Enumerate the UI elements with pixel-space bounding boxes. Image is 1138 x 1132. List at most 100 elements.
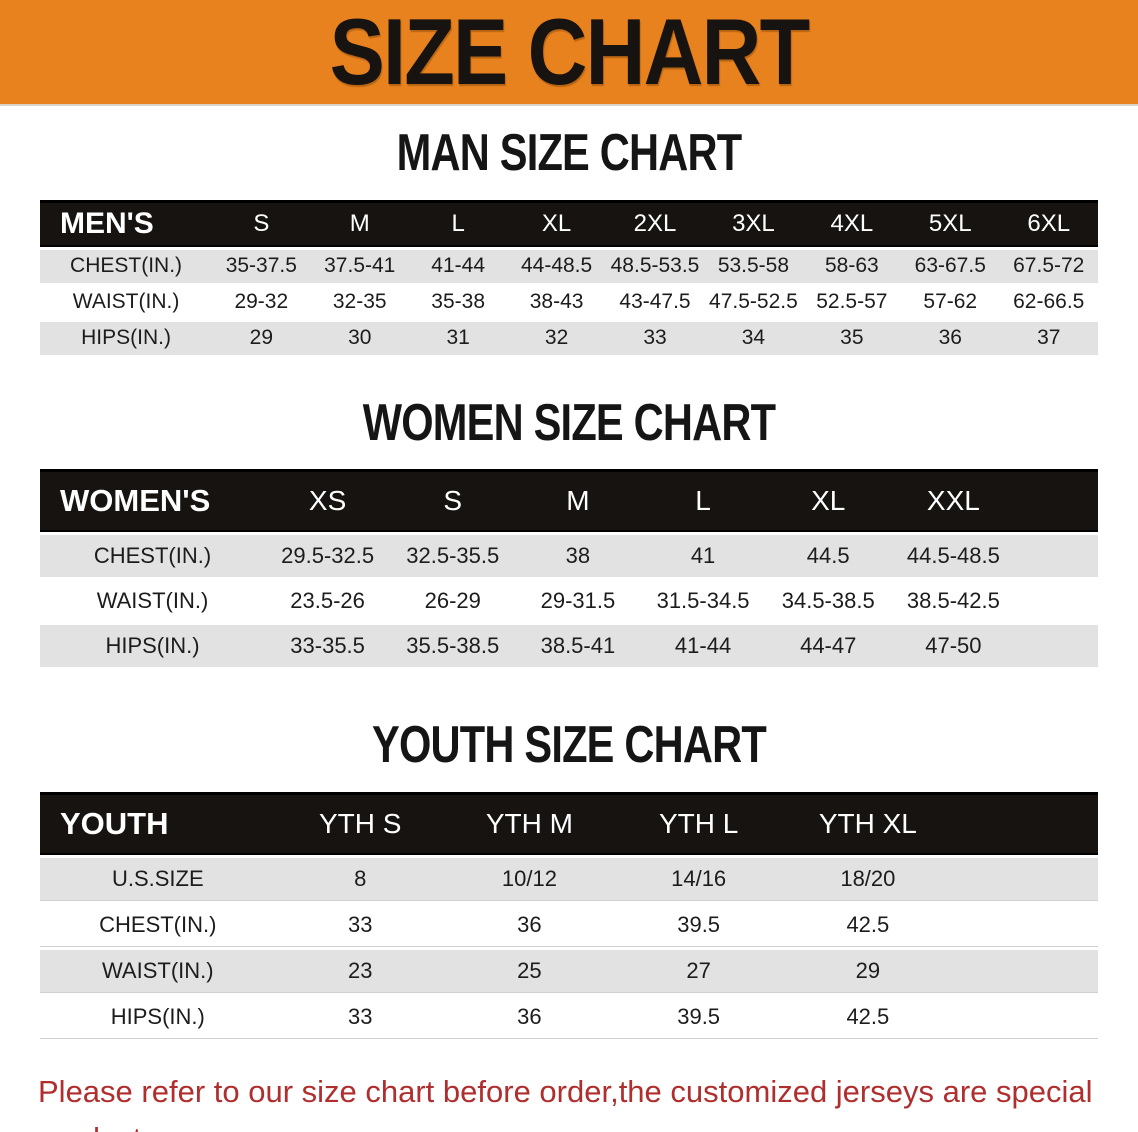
size-value-cell: 44-48.5 — [507, 249, 606, 283]
size-value-cell: 44-47 — [765, 625, 891, 668]
table-row: CHEST(IN.) 33 36 39.5 42.5 — [40, 903, 1098, 947]
size-value-cell: 30 — [310, 321, 409, 355]
size-value-cell: 41 — [640, 535, 766, 578]
table-row: WAIST(IN.) 29-32 32-35 35-38 38-43 43-47.5 47.… — [40, 285, 1098, 319]
size-value-cell: 36 — [444, 903, 615, 947]
header-row: YOUTH YTH S YTH M YTH L YTH XL — [40, 791, 1098, 855]
banner-title: SIZE CHART — [329, 0, 810, 104]
women-section-heading: WOMEN SIZE CHART — [362, 393, 776, 452]
banner: SIZE CHART — [0, 0, 1138, 106]
filler-cell — [1015, 535, 1098, 578]
size-value-cell: 43-47.5 — [605, 285, 705, 319]
size-value-cell: 38.5-41 — [515, 625, 641, 668]
size-value-cell: 63-67.5 — [901, 249, 1000, 283]
size-value-cell: 32.5-35.5 — [390, 535, 516, 578]
size-column-header: 3XL — [704, 199, 803, 247]
size-value-cell: 41-44 — [640, 625, 766, 668]
size-value-cell: 36 — [901, 321, 1000, 355]
size-value-cell: 29 — [783, 949, 953, 993]
size-value-cell: 25 — [444, 949, 615, 993]
row-label: CHEST(IN.) — [40, 535, 266, 578]
filler-cell — [952, 857, 1098, 901]
size-value-cell: 18/20 — [783, 857, 953, 901]
men-section-heading: MAN SIZE CHART — [396, 124, 742, 182]
size-column-header: 5XL — [901, 199, 1000, 247]
row-label: WAIST(IN.) — [40, 580, 266, 623]
size-value-cell: 38.5-42.5 — [890, 580, 1016, 623]
size-value-cell: 42.5 — [783, 903, 953, 947]
size-value-cell: 39.5 — [614, 995, 784, 1039]
size-value-cell: 26-29 — [390, 580, 516, 623]
size-column-header: 2XL — [605, 199, 705, 247]
size-value-cell: 33 — [275, 903, 445, 947]
table-row: HIPS(IN.) 29 30 31 32 33 34 35 36 37 — [40, 321, 1098, 355]
youth-section-heading: YOUTH SIZE CHART — [372, 716, 767, 775]
row-label: U.S.SIZE — [40, 857, 276, 901]
size-column-header: 4XL — [802, 199, 902, 247]
filler-cell — [952, 791, 1098, 855]
size-column-header: XL — [507, 199, 606, 247]
size-value-cell: 34 — [704, 321, 803, 355]
size-column-header: YTH XL — [783, 791, 953, 855]
size-value-cell: 33 — [605, 321, 705, 355]
filler-cell — [1015, 469, 1098, 533]
size-column-header: YTH M — [444, 791, 615, 855]
corner-label: WOMEN'S — [40, 469, 266, 533]
size-value-cell: 29.5-32.5 — [265, 535, 391, 578]
women-size-table: WOMEN'S XS S M L XL XXL CHEST(IN.) 29.5-32.5 32.5… — [40, 466, 1098, 670]
size-value-cell: 8 — [275, 857, 445, 901]
size-column-header: M — [515, 469, 641, 533]
row-label: WAIST(IN.) — [40, 949, 276, 993]
corner-label: YOUTH — [40, 791, 276, 855]
row-label: WAIST(IN.) — [40, 285, 213, 319]
filler-cell — [952, 903, 1098, 947]
size-value-cell: 38 — [515, 535, 641, 578]
size-value-cell: 44.5-48.5 — [890, 535, 1016, 578]
size-value-cell: 35-37.5 — [212, 249, 311, 283]
filler-cell — [952, 995, 1098, 1039]
youth-section: YOUTH SIZE CHART YOUTH YTH S YTH M YTH L YTH… — [0, 718, 1138, 1042]
size-value-cell: 48.5-53.5 — [605, 249, 705, 283]
size-value-cell: 27 — [614, 949, 784, 993]
header-row: WOMEN'S XS S M L XL XXL — [40, 469, 1098, 533]
size-value-cell: 35.5-38.5 — [390, 625, 516, 668]
size-value-cell: 29-32 — [212, 285, 311, 319]
size-column-header: L — [640, 469, 766, 533]
table-row: CHEST(IN.) 35-37.5 37.5-41 41-44 44-48.5 48.5… — [40, 249, 1098, 283]
table-row: WAIST(IN.) 23.5-26 26-29 29-31.5 31.5-34.5 34… — [40, 580, 1098, 623]
size-value-cell: 39.5 — [614, 903, 784, 947]
table-row: CHEST(IN.) 29.5-32.5 32.5-35.5 38 41 44.5 44.5… — [40, 535, 1098, 578]
size-value-cell: 23.5-26 — [265, 580, 391, 623]
men-size-table: MEN'S S M L XL 2XL 3XL 4XL 5XL 6XL CHEST(IN.) 35-37… — [40, 197, 1098, 358]
row-label: HIPS(IN.) — [40, 321, 213, 355]
size-value-cell: 35-38 — [408, 285, 508, 319]
size-value-cell: 10/12 — [444, 857, 615, 901]
size-value-cell: 44.5 — [765, 535, 891, 578]
size-value-cell: 29 — [212, 321, 311, 355]
size-value-cell: 36 — [444, 995, 615, 1039]
size-column-header: YTH S — [275, 791, 445, 855]
size-value-cell: 47.5-52.5 — [704, 285, 803, 319]
table-row: U.S.SIZE 8 10/12 14/16 18/20 — [40, 857, 1098, 901]
size-value-cell: 33 — [275, 995, 445, 1039]
size-value-cell: 42.5 — [783, 995, 953, 1039]
size-value-cell: 31 — [408, 321, 508, 355]
size-value-cell: 57-62 — [901, 285, 1000, 319]
size-value-cell: 35 — [802, 321, 902, 355]
size-value-cell: 52.5-57 — [802, 285, 902, 319]
size-column-header: XXL — [890, 469, 1016, 533]
men-section: MAN SIZE CHART MEN'S S M L XL 2XL 3XL 4XL 5XL 6XL… — [0, 126, 1138, 358]
size-column-header: L — [408, 199, 508, 247]
size-value-cell: 67.5-72 — [999, 249, 1098, 283]
size-value-cell: 37 — [999, 321, 1098, 355]
size-column-header: S — [390, 469, 516, 533]
header-row: MEN'S S M L XL 2XL 3XL 4XL 5XL 6XL — [40, 199, 1098, 247]
disclaimer-note: Please refer to our size chart before or… — [38, 1068, 1100, 1132]
table-row: WAIST(IN.) 23 25 27 29 — [40, 949, 1098, 993]
size-column-header: S — [212, 199, 311, 247]
size-value-cell: 29-31.5 — [515, 580, 641, 623]
filler-cell — [1015, 580, 1098, 623]
size-value-cell: 38-43 — [507, 285, 606, 319]
table-row: HIPS(IN.) 33 36 39.5 42.5 — [40, 995, 1098, 1039]
